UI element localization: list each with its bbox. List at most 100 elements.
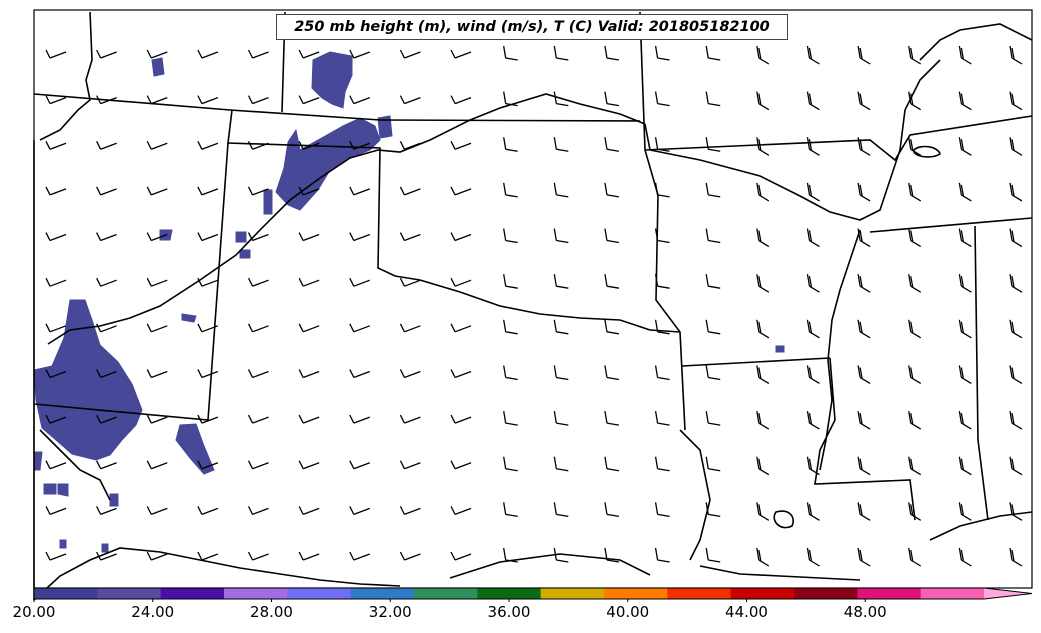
wind-barb — [197, 186, 219, 196]
wind-barb — [857, 410, 871, 430]
wind-barb — [349, 232, 371, 242]
wind-barb — [958, 456, 972, 476]
wind-barb — [654, 137, 670, 152]
wind-barb — [908, 456, 922, 476]
wind-barb — [96, 414, 117, 424]
wind-barb — [298, 369, 320, 379]
wind-barb — [146, 140, 168, 150]
wind-barb — [146, 323, 168, 333]
wind-barb — [958, 410, 972, 430]
wind-barb — [399, 140, 421, 150]
wind-barb — [958, 45, 972, 65]
wind-barb — [450, 369, 472, 379]
wind-barb — [247, 186, 269, 196]
wind-barb — [503, 547, 518, 563]
map-title-box: 250 mb height (m), wind (m/s), T (C) Val… — [276, 14, 788, 40]
wind-barb — [298, 506, 320, 515]
wind-barb — [857, 45, 871, 65]
wind-barb — [857, 456, 871, 476]
wind-barb — [399, 460, 421, 470]
wind-barb — [45, 369, 67, 379]
wind-barb — [197, 460, 219, 470]
wind-barb — [349, 460, 371, 470]
wind-barb — [399, 506, 421, 515]
wind-barb — [45, 414, 67, 424]
wind-barb — [503, 274, 518, 289]
wind-barb — [349, 551, 371, 561]
wind-barb — [958, 182, 972, 202]
wind-barb — [705, 410, 721, 426]
wind-barb — [450, 506, 472, 515]
colorbar-tick-label: 44.00 — [725, 603, 768, 621]
wind-barb — [399, 323, 421, 333]
wind-barb — [503, 410, 518, 426]
wind-barb — [197, 95, 219, 105]
wind-barb — [857, 365, 871, 385]
wind-barb — [705, 456, 721, 472]
wind-barb — [958, 137, 972, 156]
wind-barb — [705, 137, 721, 152]
wind-barb — [298, 140, 320, 150]
wind-barb — [806, 547, 820, 567]
wind-barb — [756, 547, 770, 567]
wind-barb — [908, 228, 922, 248]
colorbar-segment — [160, 588, 225, 599]
colorbar-segment — [97, 588, 162, 599]
wind-barb — [45, 551, 67, 561]
wind-barb — [450, 551, 472, 561]
wind-barb — [553, 410, 569, 426]
wind-barb — [450, 232, 472, 242]
wind-barb — [756, 274, 770, 293]
wind-barb — [503, 365, 518, 381]
wind-barb — [857, 274, 871, 293]
colorbar-segment — [34, 588, 98, 599]
wind-barb — [654, 228, 670, 244]
wind-barb — [705, 182, 721, 198]
wind-barb — [1009, 456, 1023, 476]
wind-barb — [553, 182, 569, 198]
colorbar-segment — [730, 588, 795, 599]
wind-barb — [349, 49, 371, 59]
colorbar-tick-label: 20.00 — [12, 603, 56, 621]
wind-barb — [45, 140, 67, 150]
wind-barb — [958, 502, 972, 521]
wind-barb — [450, 140, 472, 150]
wind-barb — [553, 45, 569, 61]
wind-barb — [958, 547, 972, 567]
wind-barb — [450, 323, 472, 333]
wind-barb — [1009, 137, 1023, 156]
wind-barb — [197, 551, 219, 561]
wind-barb — [247, 140, 269, 150]
wind-barb — [1009, 410, 1023, 430]
wind-barb — [654, 274, 670, 289]
colorbar-outline — [33, 587, 1033, 600]
wind-barb — [247, 232, 269, 242]
wind-barb — [604, 228, 620, 244]
wind-barb — [349, 140, 371, 150]
wind-barb — [604, 456, 620, 472]
wind-barb — [1009, 228, 1023, 248]
wind-barb — [298, 186, 320, 196]
wind-barb — [857, 137, 871, 156]
wind-barb — [908, 502, 922, 521]
wind-barb — [705, 502, 721, 518]
wind-barb — [654, 319, 670, 335]
colorbar-tick-label: 40.00 — [606, 603, 650, 621]
wind-barb — [298, 551, 320, 561]
wind-barb — [45, 277, 67, 287]
colorbar-segment — [604, 588, 668, 599]
colorbar — [33, 587, 1033, 602]
wind-barb — [96, 95, 117, 105]
wind-barb — [298, 232, 320, 242]
colorbar-extend-arrow — [984, 588, 1032, 599]
wind-barb — [958, 365, 972, 385]
wind-barb — [806, 45, 820, 65]
wind-barb — [146, 277, 168, 287]
wind-barb — [756, 410, 770, 430]
wind-barb — [908, 319, 922, 339]
wind-barb — [146, 232, 168, 242]
wind-barb — [146, 49, 168, 59]
colorbar-segment — [414, 588, 478, 599]
wind-barb — [247, 414, 269, 424]
